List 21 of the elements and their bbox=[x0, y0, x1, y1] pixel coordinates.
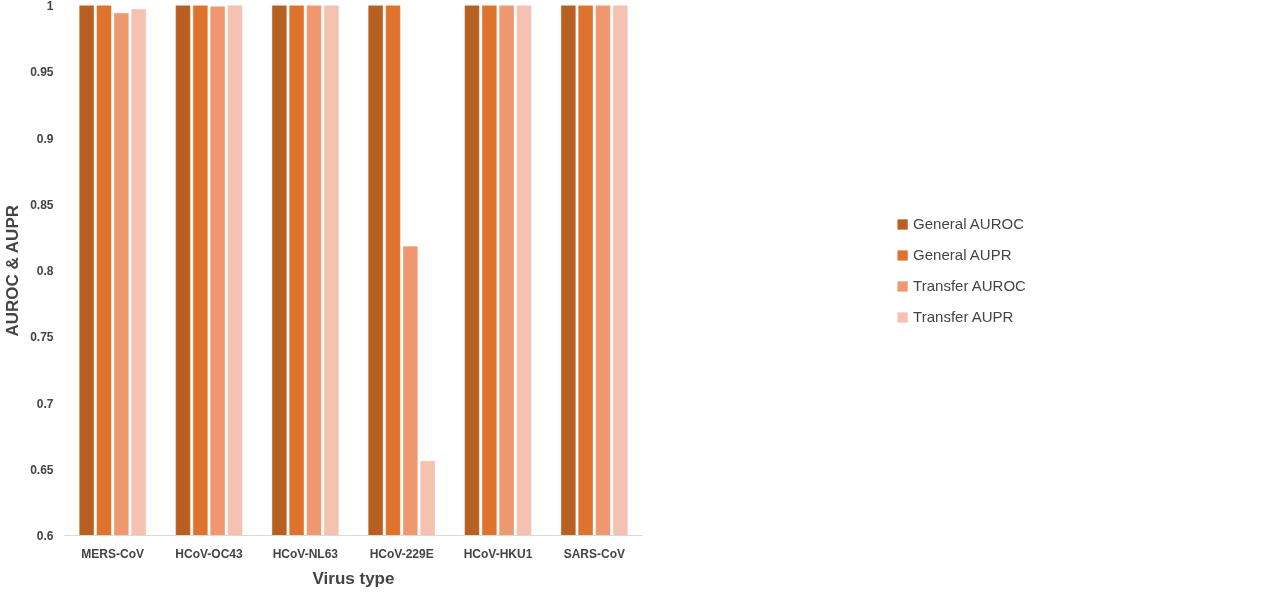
legend-label: General AUROC bbox=[913, 215, 1024, 232]
x-tick-label: HCoV-NL63 bbox=[272, 546, 339, 561]
y-tick-label: 0.9 bbox=[36, 131, 54, 146]
y-axis-title: AUROC & AUPR bbox=[3, 205, 23, 337]
x-axis-title: Virus type bbox=[312, 568, 395, 588]
y-tick-label: 0.7 bbox=[36, 396, 54, 411]
legend-label: Transfer AUPR bbox=[913, 308, 1014, 325]
x-tick-label: HCoV-229E bbox=[369, 546, 434, 561]
x-tick-label: HCoV-HKU1 bbox=[463, 546, 533, 561]
x-tick-label: HCoV-OC43 bbox=[175, 546, 243, 561]
legend-label: General AUPR bbox=[913, 246, 1012, 263]
y-tick-label: 0.95 bbox=[30, 65, 54, 80]
x-tick-label: MERS-CoV bbox=[81, 546, 145, 561]
y-tick-label: 0.6 bbox=[36, 529, 54, 543]
legend-label: Transfer AUROC bbox=[913, 277, 1026, 294]
y-tick-label: 0.75 bbox=[30, 330, 54, 345]
y-tick-label: 0.85 bbox=[30, 197, 54, 212]
y-tick-label: 0.65 bbox=[30, 462, 54, 477]
x-tick-label: SARS-CoV bbox=[563, 546, 626, 561]
y-tick-label: 1 bbox=[46, 0, 54, 13]
y-tick-label: 0.8 bbox=[36, 264, 54, 278]
